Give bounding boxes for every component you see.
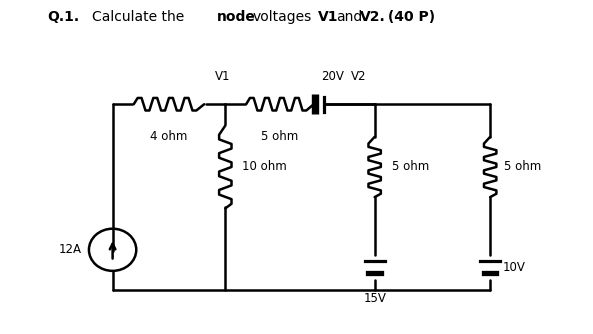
Text: 5 ohm: 5 ohm xyxy=(262,130,299,143)
Text: 5 ohm: 5 ohm xyxy=(504,160,541,173)
Text: 12A: 12A xyxy=(59,243,82,256)
Text: 5 ohm: 5 ohm xyxy=(391,160,429,173)
Text: 10V: 10V xyxy=(503,261,525,274)
Text: Q.1.: Q.1. xyxy=(47,10,79,24)
Text: 10 ohm: 10 ohm xyxy=(242,160,287,173)
Text: 4 ohm: 4 ohm xyxy=(150,130,187,143)
Text: voltages: voltages xyxy=(253,10,312,24)
Text: V1: V1 xyxy=(215,70,230,83)
Text: V2.: V2. xyxy=(360,10,385,24)
Text: V1: V1 xyxy=(318,10,339,24)
Text: node: node xyxy=(216,10,256,24)
Text: Calculate the: Calculate the xyxy=(92,10,184,24)
Text: (40 P): (40 P) xyxy=(383,10,435,24)
Text: and: and xyxy=(336,10,362,24)
Text: V2: V2 xyxy=(350,70,366,83)
Text: 20V: 20V xyxy=(321,70,344,83)
Text: 15V: 15V xyxy=(363,293,386,306)
